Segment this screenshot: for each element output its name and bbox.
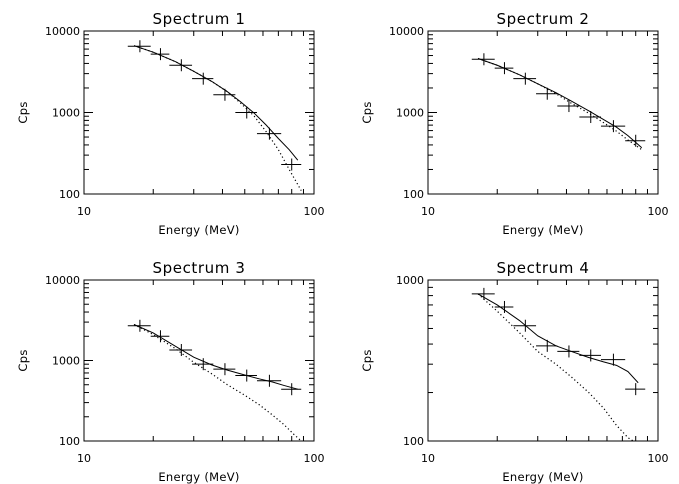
data-points: [471, 53, 646, 147]
model-line: [133, 45, 299, 161]
x-axis-label: Energy (MeV): [158, 223, 239, 237]
background-model-line: [477, 293, 634, 442]
model-line: [477, 58, 643, 149]
background-model-line: [477, 57, 643, 151]
y-axis-label: Cps: [16, 349, 30, 371]
chart-panel-1: 10 100 100 1000 10000 Spectrum 1 Energy (MeV) C…: [16, 10, 325, 237]
chart-title: Spectrum 4: [497, 259, 590, 277]
y-tick-label: 100: [59, 435, 80, 448]
y-tick-label: 1000: [52, 355, 80, 368]
y-tick-label: 10000: [45, 25, 80, 38]
y-axis-label: Cps: [360, 349, 374, 371]
x-tick-label: 10: [421, 452, 435, 465]
x-axis-label: Energy (MeV): [158, 470, 239, 484]
x-tick-label: 10: [77, 205, 91, 218]
y-tick-label: 1000: [396, 274, 424, 287]
plot-frame: [427, 279, 659, 442]
data-points: [127, 319, 302, 396]
x-tick-label: 100: [648, 205, 669, 218]
y-tick-label: 10000: [45, 274, 80, 287]
y-tick-label: 100: [403, 435, 424, 448]
y-axis-label: Cps: [16, 101, 30, 123]
y-tick-label: 1000: [396, 107, 424, 120]
y-tick-label: 10000: [389, 25, 424, 38]
chart-title: Spectrum 2: [497, 10, 590, 28]
chart-title: Spectrum 3: [153, 259, 246, 277]
y-tick-label: 100: [59, 188, 80, 201]
y-axis-label: Cps: [360, 101, 374, 123]
chart-title: Spectrum 1: [153, 10, 246, 28]
chart-panel-3: 10 100 100 1000 10000 Spectrum 3 Energy (MeV) C…: [16, 259, 325, 484]
plot-frame: [427, 30, 659, 195]
x-tick-label: 100: [304, 205, 325, 218]
x-tick-label: 10: [77, 452, 91, 465]
x-tick-label: 100: [648, 452, 669, 465]
plot-frame: [83, 279, 315, 442]
x-axis-label: Energy (MeV): [502, 470, 583, 484]
background-model-line: [133, 45, 302, 191]
x-axis-label: Energy (MeV): [502, 223, 583, 237]
background-model-line: [133, 323, 302, 442]
x-tick-label: 100: [304, 452, 325, 465]
x-tick-label: 10: [421, 205, 435, 218]
chart-panel-4: 10 100 100 1000 Spectrum 4 Energy (MeV) Cps: [360, 259, 669, 484]
chart-panel-2: 10 100 100 1000 10000 Spectrum 2 Energy (MeV) C…: [360, 10, 669, 237]
model-line: [133, 324, 298, 390]
y-tick-label: 100: [403, 188, 424, 201]
y-tick-label: 1000: [52, 107, 80, 120]
data-points: [127, 40, 302, 171]
plot-frame: [83, 30, 315, 195]
data-points: [471, 287, 646, 396]
